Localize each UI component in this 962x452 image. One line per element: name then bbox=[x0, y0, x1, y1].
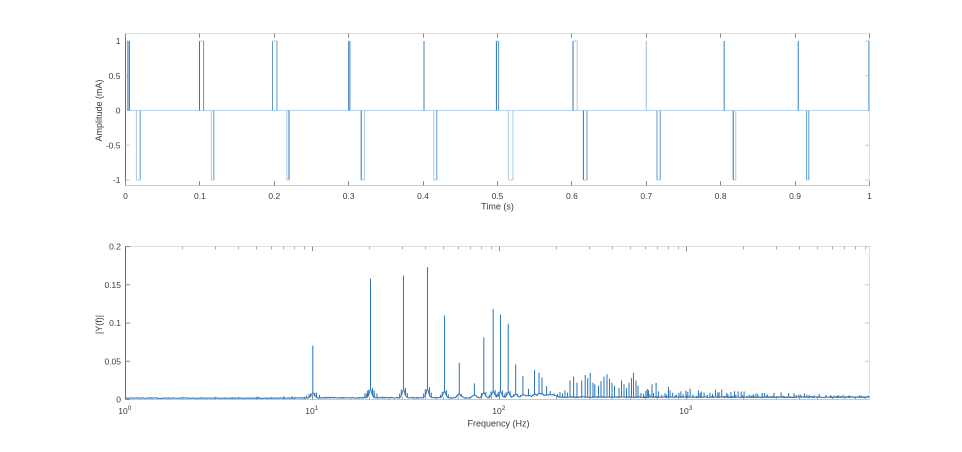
svg-text:Time (s): Time (s) bbox=[481, 202, 514, 212]
svg-text:0.8: 0.8 bbox=[715, 191, 727, 201]
svg-text:0.6: 0.6 bbox=[566, 191, 578, 201]
svg-text:1: 1 bbox=[116, 36, 121, 46]
svg-text:0.3: 0.3 bbox=[343, 191, 355, 201]
svg-text:101: 101 bbox=[305, 405, 318, 416]
svg-text:-1: -1 bbox=[113, 175, 121, 185]
svg-text:-0.5: -0.5 bbox=[106, 140, 121, 150]
svg-text:0: 0 bbox=[116, 106, 121, 116]
svg-text:0.5: 0.5 bbox=[109, 71, 121, 81]
svg-text:0.7: 0.7 bbox=[640, 191, 652, 201]
svg-text:0: 0 bbox=[116, 395, 121, 405]
svg-text:0.15: 0.15 bbox=[104, 280, 121, 290]
svg-text:0.2: 0.2 bbox=[268, 191, 280, 201]
svg-text:0: 0 bbox=[123, 191, 128, 201]
svg-text:100: 100 bbox=[118, 405, 131, 416]
svg-text:1: 1 bbox=[867, 191, 872, 201]
svg-text:0.1: 0.1 bbox=[109, 318, 121, 328]
svg-text:0.4: 0.4 bbox=[417, 191, 429, 201]
svg-text:0.05: 0.05 bbox=[104, 356, 121, 366]
svg-text:|Y(f)|: |Y(f)| bbox=[94, 315, 104, 334]
svg-text:Frequency (Hz): Frequency (Hz) bbox=[467, 419, 529, 429]
svg-text:0.9: 0.9 bbox=[789, 191, 801, 201]
svg-text:0.1: 0.1 bbox=[194, 191, 206, 201]
svg-text:Amplitude (mA): Amplitude (mA) bbox=[94, 79, 104, 141]
svg-text:0.5: 0.5 bbox=[492, 191, 504, 201]
svg-text:102: 102 bbox=[492, 405, 505, 416]
svg-text:103: 103 bbox=[679, 405, 692, 416]
svg-text:0.2: 0.2 bbox=[109, 242, 121, 252]
